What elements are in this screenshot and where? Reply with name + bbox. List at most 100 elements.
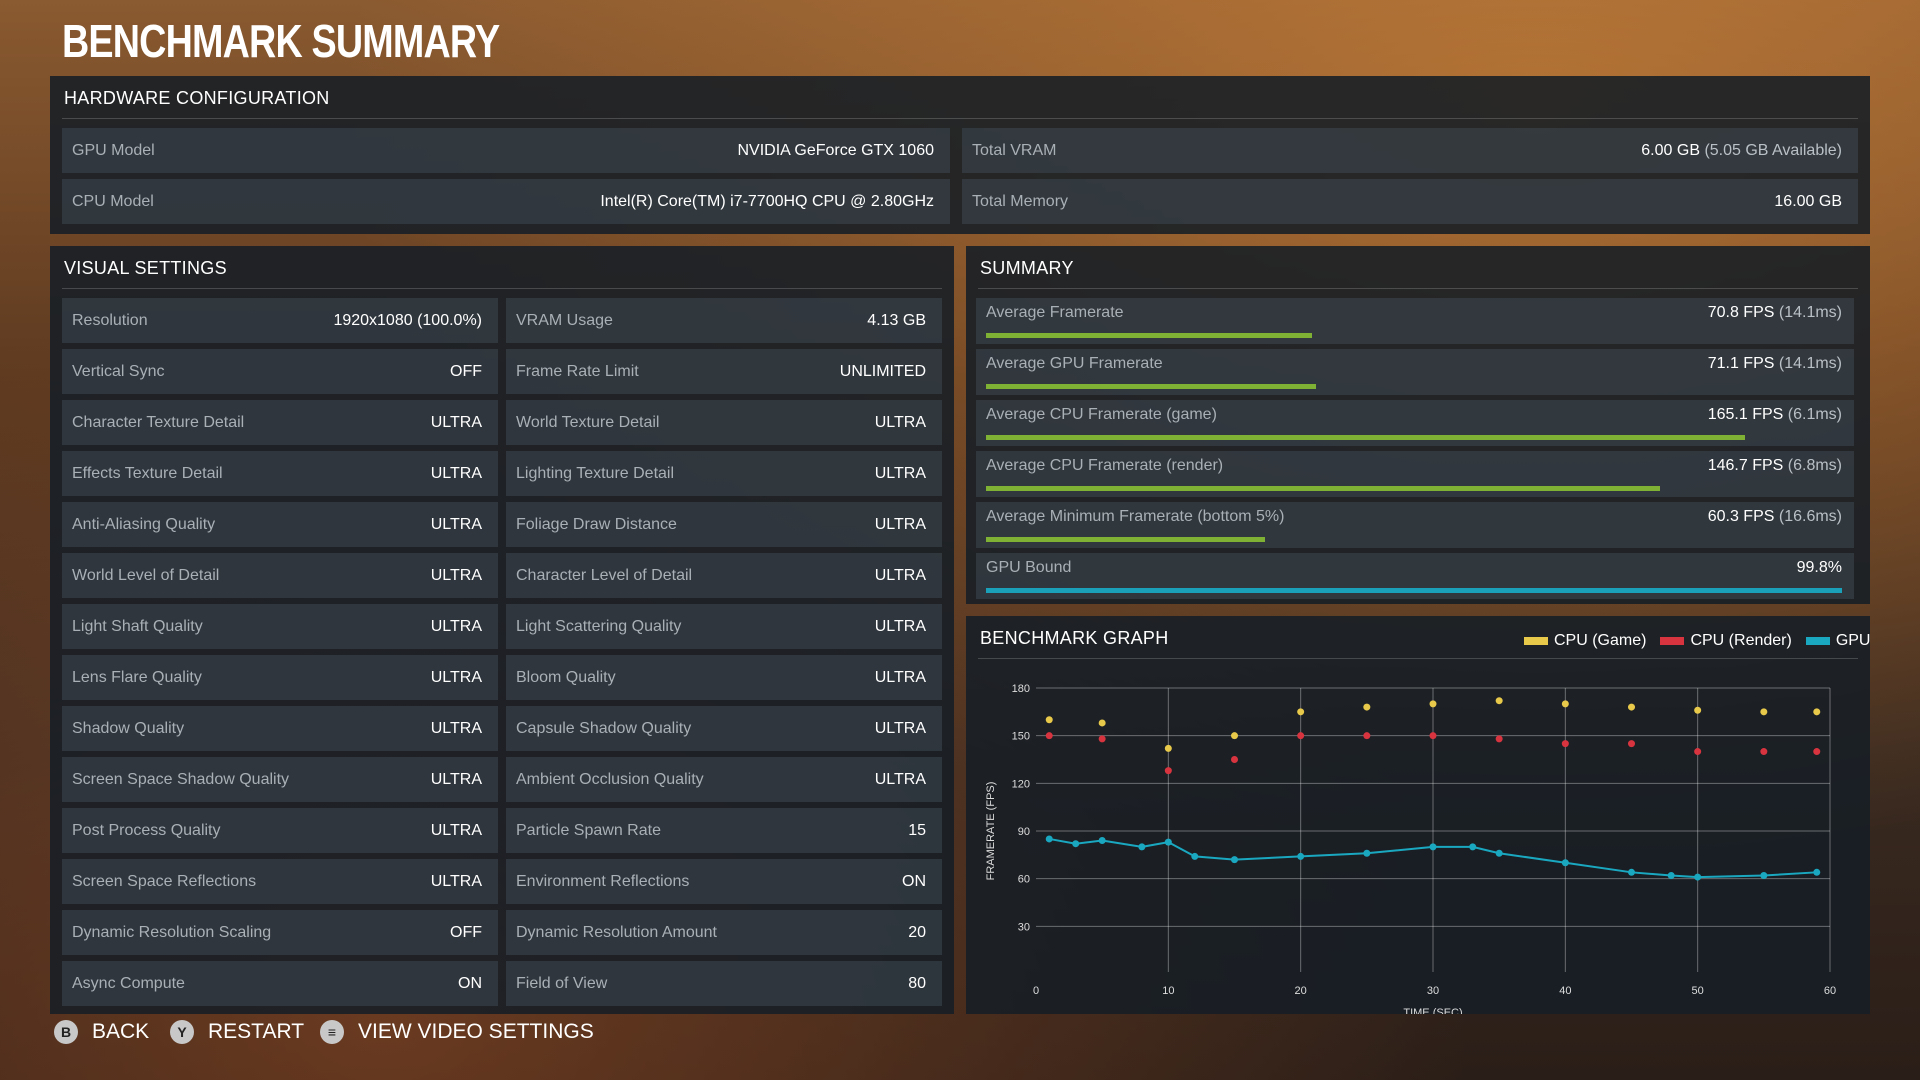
data-point [1045,732,1053,740]
y-tick-label: 150 [1012,731,1030,743]
summary-progress-bar [986,537,1265,542]
setting-label: Character Level of Detail [516,566,693,584]
setting-label: Ambient Occlusion Quality [516,770,704,788]
data-point [1813,708,1821,716]
cpu-model-row: CPU Model Intel(R) Core(TM) i7-7700HQ CP… [62,179,950,224]
data-point [1297,732,1305,740]
setting-row: Bloom Quality ULTRA [506,655,942,700]
graph-legend: CPU (Game) CPU (Render) GPU [1510,632,1870,650]
y-tick-label: 60 [1018,874,1030,886]
data-point [1098,719,1106,727]
data-point [1045,716,1053,724]
x-tick-label: 20 [1295,985,1307,997]
setting-value: ULTRA [874,617,926,635]
summary-value-main: 71.1 FPS [1707,355,1775,372]
setting-row: Shadow Quality ULTRA [62,706,498,751]
setting-value: ULTRA [430,413,482,431]
cpu-model-value: Intel(R) Core(TM) i7-7700HQ CPU @ 2.80GH… [600,192,934,210]
footer-restart[interactable]: Y RESTART [170,1020,304,1044]
data-point [1760,708,1768,716]
footer-back[interactable]: B BACK [54,1020,149,1044]
summary-value: 60.3 FPS (16.6ms) [1708,508,1842,526]
summary-panel: SUMMARY Average Framerate 70.8 FPS (14.1m… [966,246,1870,604]
total-vram-available: (5.05 GB Available) [1704,141,1842,159]
setting-value: ON [902,872,926,890]
summary-row: Average Framerate 70.8 FPS (14.1ms) [976,298,1854,344]
setting-label: Character Texture Detail [72,413,245,431]
summary-value-main: 99.8% [1796,559,1842,576]
page-title: BENCHMARK SUMMARY [62,15,500,67]
setting-value: ULTRA [430,464,482,482]
setting-label: Light Scattering Quality [516,617,682,635]
setting-row: Light Shaft Quality ULTRA [62,604,498,649]
setting-value: ULTRA [430,668,482,686]
x-tick-label: 40 [1559,985,1571,997]
benchmark-graph-chart: 30 60 90 120 150 180 0 10 20 30 40 50 60 TIME (SEC) FR… [985,683,1836,1014]
setting-value: ULTRA [874,668,926,686]
data-point [1694,706,1702,714]
legend-label: GPU [1835,632,1871,649]
setting-value: 80 [908,974,926,992]
setting-label: Post Process Quality [72,821,221,839]
data-point [1495,697,1503,705]
summary-value-ms: (14.1ms) [1778,355,1842,372]
data-point [1363,732,1371,740]
legend-item: GPU [1805,632,1871,650]
x-tick-label: 0 [1033,985,1039,997]
setting-row: Frame Rate Limit UNLIMITED [506,349,942,394]
hardware-title: HARDWARE CONFIGURATION [64,88,330,108]
benchmark-graph-title: BENCHMARK GRAPH [980,628,1169,648]
setting-value: ULTRA [430,515,482,533]
setting-row: VRAM Usage 4.13 GB [506,298,942,343]
setting-row: Resolution 1920x1080 (100.0%) [62,298,498,343]
setting-row: Foliage Draw Distance ULTRA [506,502,942,547]
visual-settings-title: VISUAL SETTINGS [64,258,227,278]
setting-label: Screen Space Shadow Quality [72,770,290,788]
benchmark-graph-panel: BENCHMARK GRAPH 30 60 90 120 150 180 0 10 20 30 40… [966,616,1870,1014]
footer-view-video-settings[interactable]: ≡ VIEW VIDEO SETTINGS [320,1020,594,1044]
setting-row: Capsule Shadow Quality ULTRA [506,706,942,751]
setting-label: Lens Flare Quality [72,668,202,686]
setting-value: ULTRA [874,515,926,533]
total-vram-label: Total VRAM [972,141,1057,159]
summary-title: SUMMARY [980,258,1074,278]
gpu-series-line [1049,837,1817,879]
setting-row: Particle Spawn Rate 15 [506,808,942,853]
setting-row: Character Level of Detail ULTRA [506,553,942,598]
summary-progress-bar [986,486,1660,491]
summary-row: Average Minimum Framerate (bottom 5%) 60.… [976,502,1854,548]
data-point [1429,732,1437,740]
total-vram-value: 6.00 GB (5.05 GB Available) [1641,142,1842,160]
summary-label: Average Minimum Framerate (bottom 5%) [986,508,1285,525]
summary-value-ms: (6.1ms) [1787,406,1842,423]
setting-value: UNLIMITED [839,362,926,380]
summary-progress-bar [986,333,1312,338]
summary-row: Average GPU Framerate 71.1 FPS (14.1ms) [976,349,1854,395]
setting-value: 15 [908,821,926,839]
y-tick-label: 30 [1018,921,1030,933]
summary-value: 70.8 FPS (14.1ms) [1708,304,1842,322]
summary-progress-bar [986,588,1842,593]
setting-label: Effects Texture Detail [72,464,223,482]
setting-label: Shadow Quality [72,719,185,737]
data-point [1694,748,1702,756]
back-label: BACK [92,1020,150,1043]
setting-value: ULTRA [430,566,482,584]
setting-label: Anti-Aliasing Quality [72,515,216,533]
summary-row: Average CPU Framerate (render) 146.7 FPS … [976,451,1854,497]
summary-label: Average Framerate [986,304,1124,321]
setting-label: Field of View [516,974,608,992]
data-point [1098,735,1106,743]
setting-row: Character Texture Detail ULTRA [62,400,498,445]
gpu-model-value: NVIDIA GeForce GTX 1060 [737,141,934,159]
gpu-model-label: GPU Model [72,141,155,159]
summary-label: GPU Bound [986,559,1072,576]
data-point [1561,700,1569,708]
setting-value: OFF [450,923,482,941]
setting-row: Ambient Occlusion Quality ULTRA [506,757,942,802]
total-vram-row: Total VRAM 6.00 GB (5.05 GB Available) [962,128,1858,173]
setting-value: ULTRA [430,821,482,839]
setting-label: Dynamic Resolution Amount [516,923,717,941]
setting-label: Bloom Quality [516,668,616,686]
setting-value: ULTRA [874,413,926,431]
